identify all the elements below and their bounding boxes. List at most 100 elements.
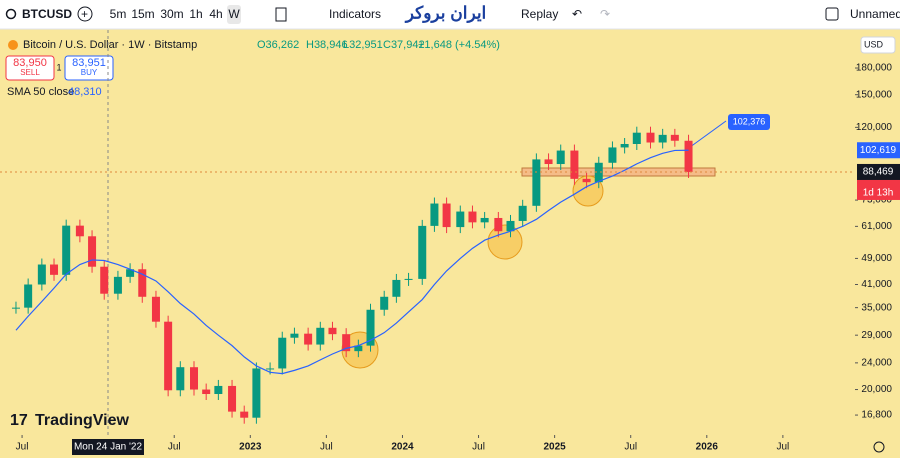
candle	[392, 279, 401, 297]
trend-line	[685, 120, 727, 151]
candle	[290, 333, 299, 338]
candle	[380, 296, 389, 310]
crosshair-date: Mon 24 Jan '22	[74, 442, 143, 453]
callout-box	[728, 114, 770, 130]
sell-button[interactable]	[5, 55, 55, 81]
buy-label: BUY	[81, 68, 98, 77]
y-tick-label: 29,000	[861, 330, 892, 341]
buy-button[interactable]	[64, 55, 114, 81]
callout: 102,376	[733, 116, 766, 126]
toolbar	[0, 0, 900, 29]
candle	[228, 385, 237, 412]
x-tick-label: 2025	[544, 442, 567, 453]
candle	[570, 150, 579, 179]
symbol[interactable]: BTCUSD	[22, 7, 72, 21]
x-tick-label: 2024	[391, 442, 414, 453]
candle	[151, 296, 160, 322]
candle	[456, 211, 465, 228]
candle	[304, 333, 313, 345]
interval-button[interactable]: 5m	[110, 7, 127, 21]
interval-button[interactable]: 15m	[131, 7, 154, 21]
sma-label-box	[857, 142, 900, 159]
watermark: TradingView	[35, 412, 130, 429]
interval-button[interactable]: 1h	[189, 7, 202, 21]
plus: +	[81, 7, 88, 21]
candle	[113, 276, 122, 294]
quantity: 1	[56, 62, 61, 72]
candle	[75, 225, 84, 237]
x-tick-label: 2026	[696, 442, 719, 453]
candle	[316, 327, 325, 345]
candle	[37, 264, 46, 285]
candle	[138, 269, 147, 297]
x-tick-label: Jul	[16, 442, 29, 453]
candle	[252, 368, 261, 418]
interval-button[interactable]: W	[228, 7, 240, 21]
crosshair-date-box	[72, 439, 144, 455]
candle	[176, 367, 185, 391]
candle	[278, 337, 287, 369]
price-label: 88,469	[863, 167, 894, 178]
candle	[354, 345, 363, 352]
candle	[418, 225, 427, 279]
x-tick-label: Jul	[320, 442, 333, 453]
currency: USD	[864, 39, 884, 49]
candle	[442, 203, 451, 228]
ohlc-value: H38,946	[306, 39, 348, 51]
interval-button[interactable]: 4h	[209, 7, 222, 21]
replay-button[interactable]: Replay	[521, 7, 558, 21]
highlight-circle	[487, 224, 523, 260]
settings-icon[interactable]	[873, 441, 885, 453]
redo[interactable]: ↷	[600, 7, 610, 21]
y-tick-label: 73,000	[861, 195, 892, 206]
undo[interactable]: ↶	[572, 7, 582, 21]
candle	[632, 132, 641, 144]
countdown: 1d 13h	[863, 188, 894, 199]
coin-icon	[8, 40, 18, 50]
x-tick-label: Jul	[776, 442, 789, 453]
currency-button[interactable]	[860, 36, 896, 54]
ohlc-value: L32,951	[343, 39, 383, 51]
candle	[404, 278, 413, 280]
candle	[240, 411, 249, 418]
candle	[164, 321, 173, 391]
interval-active	[227, 5, 241, 24]
y-tick-label: 41,000	[861, 279, 892, 290]
candle	[88, 236, 97, 267]
candle	[328, 327, 337, 335]
search-icon[interactable]	[5, 8, 17, 20]
y-tick-label: 24,000	[861, 358, 892, 369]
candle	[480, 217, 489, 223]
candle	[518, 205, 527, 221]
sma-label: 102,619	[860, 145, 897, 156]
candle	[100, 266, 109, 294]
ohlc-value: C37,942	[383, 39, 425, 51]
interval-button[interactable]: 30m	[160, 7, 183, 21]
x-tick-label: 2023	[239, 442, 262, 453]
candle	[556, 150, 565, 165]
x-tick-label: Jul	[168, 442, 181, 453]
layout-name[interactable]: Unnamed	[850, 7, 900, 21]
chart-type-icon[interactable]	[275, 7, 287, 22]
compare-button[interactable]	[77, 6, 93, 22]
candle	[202, 389, 211, 395]
price-label-box	[857, 163, 900, 180]
indicator-name: SMA 50 close	[7, 86, 74, 98]
y-tick-label: 49,000	[861, 253, 892, 264]
candle	[506, 220, 515, 232]
watermark-icon: 17	[10, 412, 28, 429]
brand-logo: ایران بروکر	[404, 3, 487, 23]
candle	[468, 211, 477, 223]
candle	[532, 159, 541, 206]
layout-checkbox[interactable]	[825, 7, 839, 21]
indicators-button[interactable]: Indicators	[329, 7, 381, 21]
candle	[430, 203, 439, 226]
candle	[50, 264, 59, 275]
x-tick-label: Jul	[624, 442, 637, 453]
candle	[620, 143, 629, 148]
buy-price: 83,951	[72, 57, 106, 69]
candle	[62, 225, 71, 275]
candle	[126, 269, 135, 277]
y-tick-label: 35,000	[861, 302, 892, 313]
